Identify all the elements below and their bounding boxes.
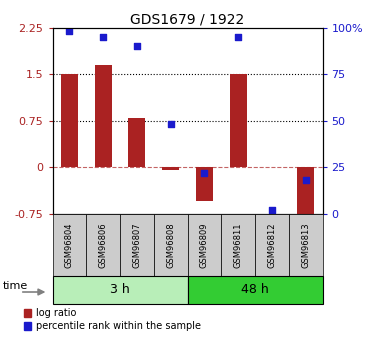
Point — [66, 29, 72, 34]
Bar — [86, 214, 120, 276]
Bar — [154, 214, 188, 276]
Bar — [53, 214, 86, 276]
Point — [303, 178, 309, 183]
Bar — [297, 167, 314, 214]
Point — [168, 122, 174, 127]
Point — [100, 34, 106, 40]
Bar — [61, 74, 78, 167]
Bar — [120, 214, 154, 276]
Text: GSM96809: GSM96809 — [200, 222, 209, 268]
Legend: log ratio, percentile rank within the sample: log ratio, percentile rank within the sa… — [24, 308, 201, 332]
Point — [235, 34, 241, 40]
Text: GSM96806: GSM96806 — [99, 222, 108, 268]
Text: GSM96812: GSM96812 — [267, 222, 276, 268]
Title: GDS1679 / 1922: GDS1679 / 1922 — [130, 12, 244, 27]
Text: 3 h: 3 h — [110, 283, 130, 296]
Text: GSM96807: GSM96807 — [132, 222, 141, 268]
Bar — [128, 118, 146, 167]
Bar — [188, 276, 322, 304]
Text: time: time — [3, 281, 28, 290]
Bar — [53, 276, 188, 304]
Point — [134, 43, 140, 49]
Bar — [255, 214, 289, 276]
Bar — [94, 65, 112, 167]
Bar — [188, 214, 221, 276]
Text: GSM96813: GSM96813 — [301, 222, 310, 268]
Bar — [162, 167, 179, 170]
Bar — [221, 214, 255, 276]
Bar — [289, 214, 322, 276]
Bar — [196, 167, 213, 201]
Point — [201, 170, 207, 176]
Bar — [230, 74, 247, 167]
Text: GSM96808: GSM96808 — [166, 222, 175, 268]
Point — [269, 207, 275, 213]
Text: GSM96804: GSM96804 — [65, 222, 74, 268]
Text: 48 h: 48 h — [241, 283, 269, 296]
Text: GSM96811: GSM96811 — [234, 222, 243, 268]
